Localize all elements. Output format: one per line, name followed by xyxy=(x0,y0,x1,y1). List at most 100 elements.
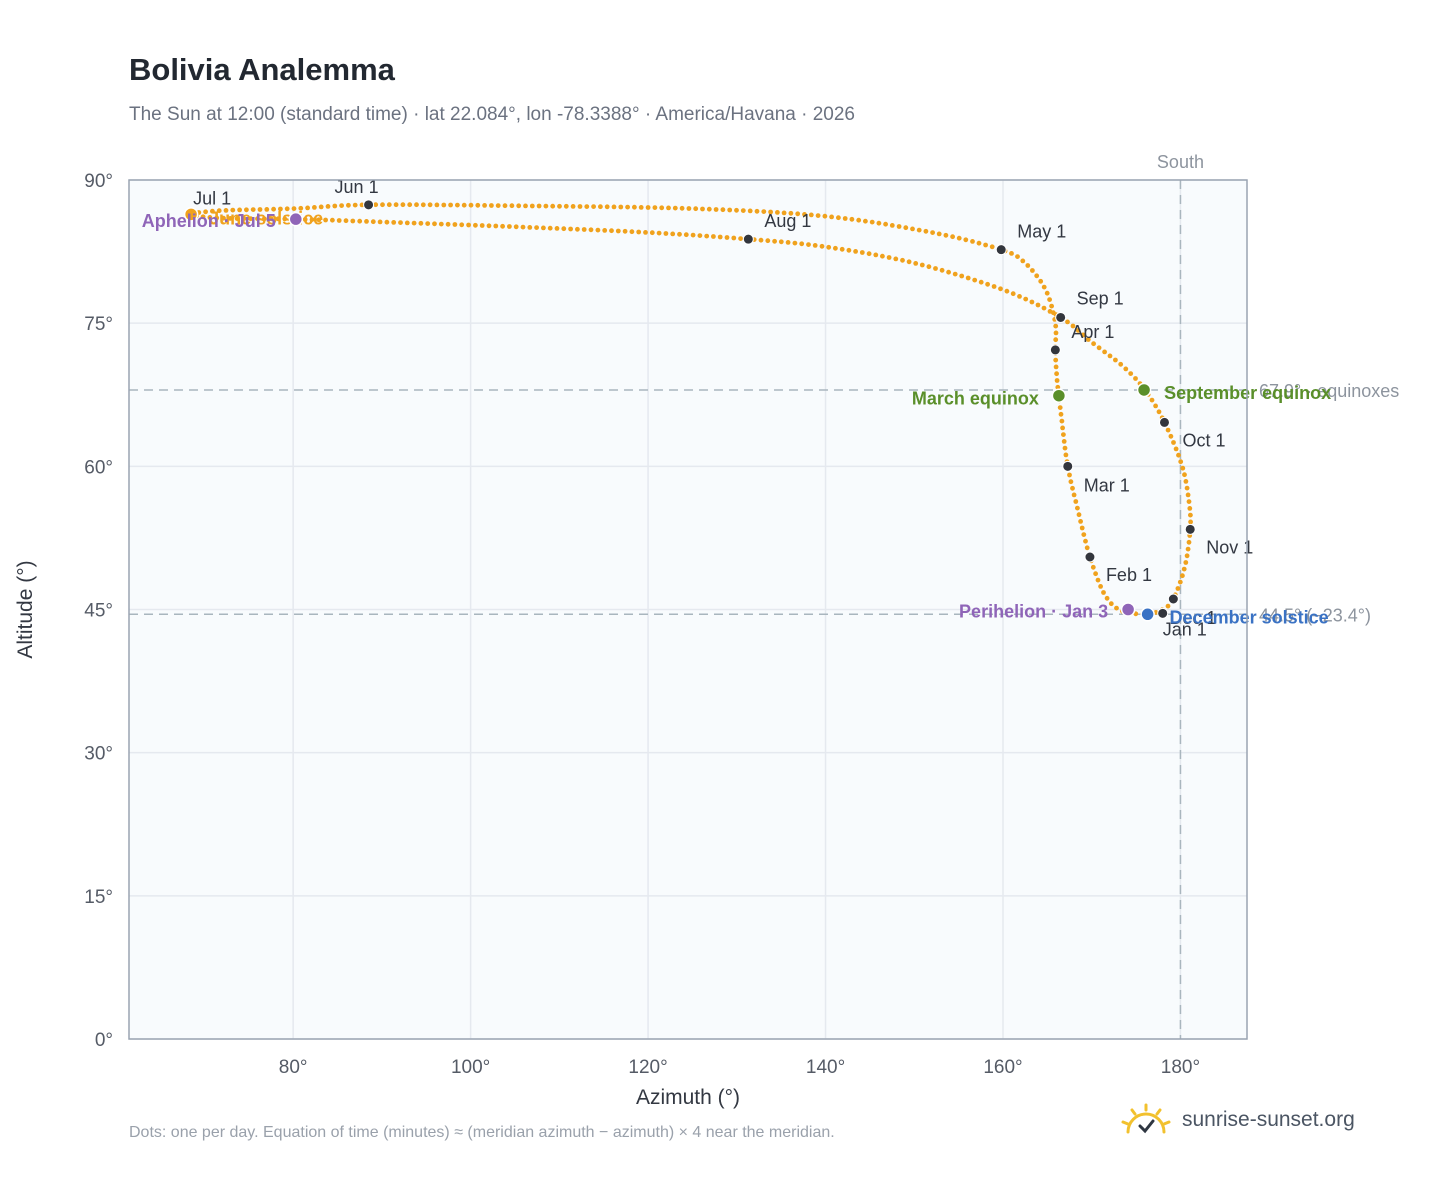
x-tick-label: 100° xyxy=(451,1057,490,1078)
daily-dot xyxy=(1184,485,1190,491)
daily-dot xyxy=(747,208,753,214)
daily-dot xyxy=(1095,577,1101,583)
daily-dot xyxy=(645,205,651,210)
daily-dot xyxy=(643,230,648,235)
y-tick-label: 0° xyxy=(95,1030,113,1051)
daily-dot xyxy=(595,227,601,233)
daily-dot xyxy=(291,206,297,212)
month-marker xyxy=(1167,593,1179,605)
x-tick-label: 80° xyxy=(279,1057,308,1078)
daily-dot xyxy=(666,205,671,211)
daily-dot xyxy=(284,206,290,212)
daily-dot xyxy=(717,234,723,240)
month-label: May 1 xyxy=(1017,222,1066,242)
daily-dot xyxy=(622,228,628,234)
daily-dot xyxy=(772,238,777,244)
daily-dot xyxy=(889,223,895,228)
daily-dot xyxy=(978,279,984,285)
daily-dot xyxy=(826,244,832,250)
daily-dot xyxy=(1049,303,1054,309)
daily-dot xyxy=(1035,302,1041,308)
daily-dot xyxy=(636,229,642,235)
daily-dot xyxy=(1091,341,1096,347)
daily-dot xyxy=(1168,433,1174,439)
daily-dot xyxy=(1058,411,1064,417)
month-label: Aug 1 xyxy=(764,211,811,231)
daily-dot xyxy=(866,251,872,257)
daily-dot xyxy=(298,205,304,211)
daily-dot xyxy=(1070,485,1075,491)
daily-dot xyxy=(1053,357,1059,363)
daily-dot xyxy=(690,232,696,238)
daily-dot xyxy=(609,228,614,234)
daily-dot xyxy=(255,216,260,222)
daily-dot xyxy=(846,247,852,253)
daily-dot xyxy=(956,235,962,241)
brand[interactable]: sunrise-sunset.org xyxy=(1120,1102,1355,1138)
daily-dot xyxy=(584,204,590,210)
daily-dot xyxy=(859,250,865,255)
daily-dot xyxy=(1084,545,1090,551)
daily-dot xyxy=(343,218,349,224)
daily-dot xyxy=(1188,512,1193,518)
daily-dot xyxy=(507,224,512,229)
daily-dot xyxy=(1057,405,1063,410)
daily-dot xyxy=(1176,452,1181,458)
daily-dot xyxy=(1067,472,1072,478)
daily-dot xyxy=(581,227,587,232)
daily-dot xyxy=(350,218,356,224)
daily-dot xyxy=(815,213,821,219)
axes: 80° 100° 120° 140° 160° 180° 0° 15° 30° 45° 60° 75°… xyxy=(14,171,1200,1109)
daily-dot xyxy=(959,273,965,279)
daily-dot xyxy=(893,256,899,262)
daily-dot xyxy=(700,206,705,212)
special-point-marker xyxy=(1051,388,1067,403)
daily-dot xyxy=(638,205,644,210)
daily-dot xyxy=(1060,425,1065,431)
daily-dot xyxy=(930,230,935,236)
daily-dot xyxy=(663,231,669,236)
daily-dot xyxy=(459,222,465,228)
daily-dot xyxy=(1153,403,1158,409)
daily-dot xyxy=(649,230,655,236)
daily-dot xyxy=(1009,251,1014,256)
daily-dot xyxy=(1054,378,1060,383)
daily-dot xyxy=(448,202,453,208)
daily-dot xyxy=(1107,353,1113,359)
daily-dot xyxy=(768,209,773,215)
daily-dot xyxy=(1113,357,1118,363)
daily-dot xyxy=(336,218,342,223)
daily-dot xyxy=(520,224,526,230)
footnote: Dots: one per day. Equation of time (min… xyxy=(129,1124,835,1141)
daily-dot xyxy=(1090,564,1096,570)
daily-dot xyxy=(799,241,805,247)
daily-dot xyxy=(724,235,730,240)
daily-dot xyxy=(706,206,712,212)
daily-dot xyxy=(1149,397,1155,403)
daily-dot xyxy=(1062,445,1068,451)
plot-frame xyxy=(128,179,1248,1040)
daily-dot xyxy=(1004,288,1010,294)
daily-dot xyxy=(604,204,610,210)
y-tick-label: 15° xyxy=(84,887,113,908)
brand-name: sunrise-sunset.org xyxy=(1182,1108,1355,1131)
daily-dot xyxy=(781,210,787,216)
daily-dot xyxy=(1034,273,1040,279)
x-tick-label: 160° xyxy=(983,1057,1022,1078)
daily-dot xyxy=(513,224,519,230)
daily-dot xyxy=(1015,254,1020,259)
daily-dot xyxy=(629,229,635,235)
daily-dot xyxy=(516,203,522,209)
month-label: Jun 1 xyxy=(335,177,379,197)
daily-dot xyxy=(441,202,447,208)
daily-dot xyxy=(420,202,426,208)
month-label: Sep 1 xyxy=(1077,288,1124,308)
daily-dot xyxy=(418,220,424,226)
daily-dot xyxy=(1177,579,1183,585)
daily-dot xyxy=(991,284,997,289)
daily-dot xyxy=(264,207,270,212)
daily-dot xyxy=(318,204,324,210)
daily-dot xyxy=(1173,446,1179,452)
daily-dot xyxy=(965,275,971,281)
daily-dot xyxy=(352,202,358,208)
